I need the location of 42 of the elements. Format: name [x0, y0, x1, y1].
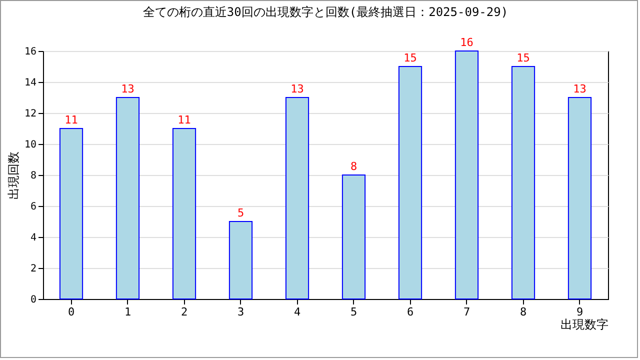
- data-label: 11: [64, 114, 78, 126]
- bar: [511, 66, 536, 300]
- x-tick-label: 7: [463, 306, 470, 318]
- y-tick-label: 4: [30, 232, 36, 244]
- x-tick-label: 9: [576, 306, 584, 318]
- y-tick-label: 16: [24, 46, 36, 58]
- data-label: 16: [460, 36, 474, 49]
- bar: [172, 128, 196, 300]
- x-tick-label: 0: [68, 306, 75, 318]
- y-tick-label: 2: [30, 264, 36, 274]
- y-axis-title: 出現回数: [6, 152, 20, 200]
- bar: [59, 128, 84, 300]
- bar: [228, 221, 253, 300]
- x-tick-label: 5: [350, 306, 358, 318]
- y-tick-label: 12: [24, 108, 36, 120]
- y-tick-label: 6: [30, 202, 36, 212]
- data-label: 13: [290, 82, 304, 96]
- x-axis-title: 出現数字: [560, 318, 608, 332]
- bar: [342, 174, 366, 300]
- bar: [454, 50, 479, 300]
- data-label: 11: [178, 114, 191, 126]
- y-tick-label: 14: [24, 78, 36, 88]
- y-tick-label: 0: [30, 294, 36, 306]
- y-tick-label: 8: [30, 170, 36, 182]
- bar: [285, 97, 310, 300]
- x-tick-label: 6: [406, 306, 414, 318]
- data-label: 13: [573, 82, 586, 96]
- x-tick-label: 3: [237, 306, 244, 318]
- chart-title: 全ての桁の直近30回の出現数字と回数(最終抽選日：2025-09-29): [142, 5, 508, 19]
- data-label: 15: [404, 52, 417, 64]
- bar: [116, 97, 140, 300]
- y-tick-label: 10: [24, 140, 36, 150]
- x-tick-label: 2: [180, 306, 188, 318]
- x-tick-label: 1: [124, 306, 132, 318]
- bar: [398, 66, 422, 300]
- data-label: 15: [516, 52, 530, 64]
- data-label: 5: [237, 206, 244, 220]
- x-tick-label: 4: [294, 306, 301, 318]
- data-label: 13: [121, 82, 134, 96]
- x-tick-label: 8: [520, 306, 527, 318]
- bar: [568, 97, 592, 300]
- data-label: 8: [350, 160, 358, 173]
